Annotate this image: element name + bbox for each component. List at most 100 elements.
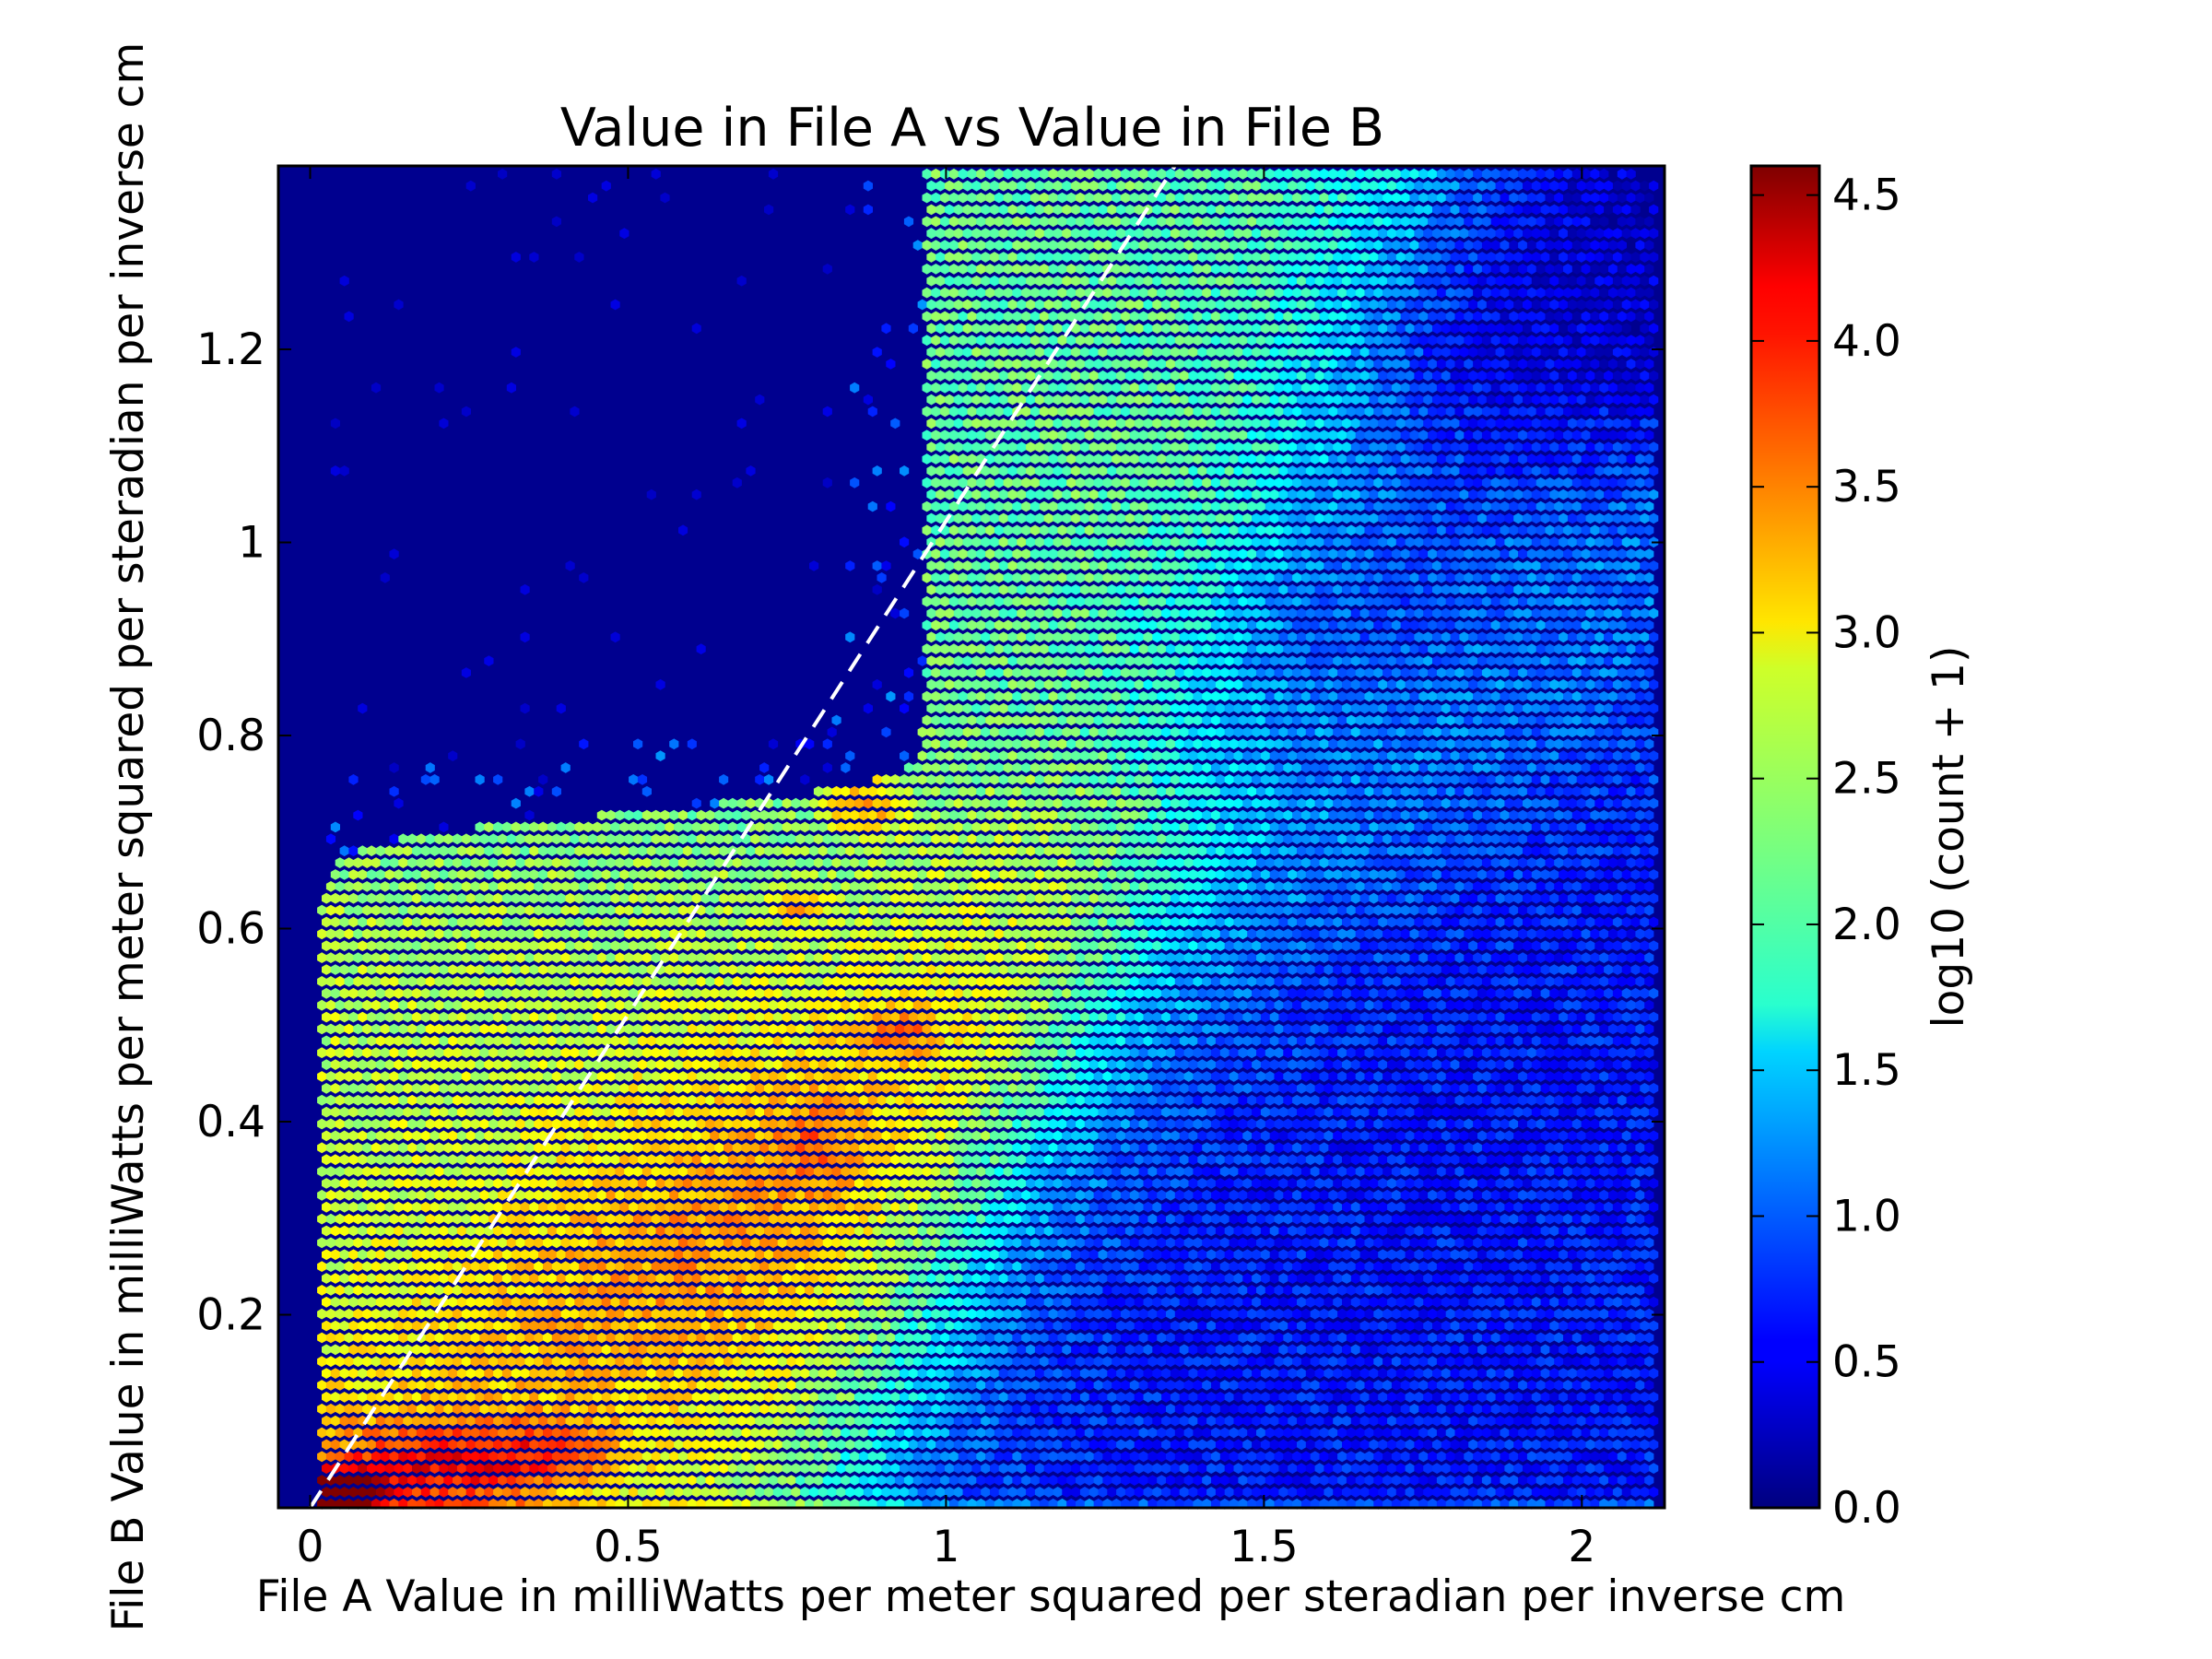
hexbin-cell bbox=[1166, 1451, 1176, 1463]
hexbin-cell bbox=[714, 1475, 724, 1486]
hexbin-cell bbox=[416, 1451, 426, 1463]
hexbin-cell bbox=[1395, 1487, 1406, 1498]
hexbin-cell bbox=[1112, 1475, 1122, 1486]
hexbin-cell bbox=[1274, 1475, 1284, 1486]
hexbin-cell bbox=[1215, 1487, 1226, 1498]
hexbin-cell bbox=[1202, 1451, 1212, 1463]
hexbin-cell bbox=[877, 1451, 887, 1463]
hexbin-cell bbox=[1053, 1463, 1063, 1474]
hexbin-cell bbox=[1617, 1475, 1627, 1486]
hexbin-cell bbox=[877, 1427, 887, 1439]
hexbin-cell bbox=[579, 1475, 589, 1486]
hexbin-cell bbox=[619, 1439, 629, 1451]
hexbin-cell bbox=[998, 1463, 1008, 1474]
hexbin-cell bbox=[881, 1463, 891, 1474]
hexbin-cell bbox=[1188, 1439, 1198, 1451]
hexbin-cell bbox=[858, 1427, 869, 1439]
hexbin-cell bbox=[1057, 1475, 1067, 1486]
hexbin-cell bbox=[583, 1439, 594, 1451]
hexbin-cell bbox=[389, 1451, 399, 1463]
hexbin-cell bbox=[724, 1427, 734, 1439]
hexbin-cell bbox=[1626, 1451, 1636, 1463]
hexbin-cell bbox=[813, 1451, 824, 1463]
hexbin-cell bbox=[1490, 1451, 1500, 1463]
hexbin-cell bbox=[1513, 1487, 1524, 1498]
hexbin-cell bbox=[439, 1439, 449, 1451]
hexbin-cell bbox=[1477, 1487, 1488, 1498]
hexbin-cell bbox=[1297, 1463, 1307, 1474]
hexbin-cell bbox=[470, 1475, 480, 1486]
hexbin-cell bbox=[1545, 1475, 1555, 1486]
hexbin-cell bbox=[330, 1439, 340, 1451]
hexbin-cell bbox=[863, 1463, 873, 1474]
hexbin-cell bbox=[543, 1451, 553, 1463]
hexbin-cell bbox=[863, 1439, 873, 1451]
hexbin-cell bbox=[958, 1451, 968, 1463]
hexbin-cell bbox=[1612, 1487, 1623, 1498]
hexbin-cell bbox=[339, 1463, 349, 1474]
hexbin-cell bbox=[1048, 1427, 1058, 1439]
hexbin-cell bbox=[1473, 1475, 1483, 1486]
hexbin-cell bbox=[1102, 1475, 1112, 1486]
hexbin-cell bbox=[1531, 1463, 1541, 1474]
hexbin-cell bbox=[836, 1463, 846, 1474]
hexbin-cell bbox=[358, 1463, 368, 1474]
hexbin-cell bbox=[588, 1475, 598, 1486]
hexbin-cell bbox=[1129, 1451, 1139, 1463]
hexbin-cell bbox=[1554, 1475, 1564, 1486]
hexbin-cell bbox=[1238, 1475, 1248, 1486]
hexbin-cell bbox=[637, 1463, 648, 1474]
hexbin-cell bbox=[1418, 1475, 1429, 1486]
hexbin-cell bbox=[805, 1451, 815, 1463]
hexbin-cell bbox=[1152, 1487, 1162, 1498]
hexbin-cell bbox=[596, 1451, 606, 1463]
hexbin-cell bbox=[1649, 1463, 1659, 1474]
hexbin-cell bbox=[953, 1439, 963, 1451]
hexbin-cell bbox=[1017, 1439, 1027, 1451]
hexbin-cell bbox=[353, 1451, 363, 1463]
hexbin-cell bbox=[1179, 1439, 1189, 1451]
hexbin-cell bbox=[1179, 1487, 1189, 1498]
hexbin-cell bbox=[547, 1463, 558, 1474]
hexbin-cell bbox=[945, 1463, 955, 1474]
hexbin-cell bbox=[1590, 1451, 1600, 1463]
hexbin-cell bbox=[724, 1475, 734, 1486]
hexbin-cell bbox=[371, 1451, 382, 1463]
hexbin-cell bbox=[736, 1439, 747, 1451]
hexbin-cell bbox=[1324, 1463, 1334, 1474]
hexbin-cell bbox=[1540, 1463, 1550, 1474]
hexbin-cell bbox=[1179, 1463, 1189, 1474]
hexbin-cell bbox=[493, 1463, 503, 1474]
hexbin-cell bbox=[1490, 1475, 1500, 1486]
hexbin-cell bbox=[831, 1427, 841, 1439]
hexbin-cell bbox=[1057, 1427, 1067, 1439]
hexbin-cell bbox=[1441, 1487, 1451, 1498]
hexbin-cell bbox=[335, 1475, 345, 1486]
hexbin-cell bbox=[529, 1463, 539, 1474]
hexbin-cell bbox=[1193, 1475, 1203, 1486]
hexbin-cell bbox=[1116, 1439, 1126, 1451]
hexbin-cell bbox=[777, 1475, 787, 1486]
hexbin-cell bbox=[867, 1427, 877, 1439]
hexbin-cell bbox=[1088, 1439, 1099, 1451]
hexbin-cell bbox=[384, 1463, 394, 1474]
hexbin-cell bbox=[646, 1487, 656, 1498]
hexbin-cell bbox=[506, 1475, 516, 1486]
hexbin-cell bbox=[786, 1475, 796, 1486]
hexbin-cell bbox=[1247, 1475, 1257, 1486]
hexbin-cell bbox=[371, 1427, 382, 1439]
hexbin-cell bbox=[1088, 1463, 1099, 1474]
hexbin-cell bbox=[1043, 1487, 1053, 1498]
hexbin-cell bbox=[448, 1439, 458, 1451]
hexbin-cell bbox=[465, 1439, 476, 1451]
hexbin-cell bbox=[1459, 1463, 1469, 1474]
hexbin-cell bbox=[727, 1463, 737, 1474]
hexbin-cell bbox=[1559, 1439, 1569, 1451]
hexbin-cell bbox=[1594, 1487, 1605, 1498]
hexbin-cell bbox=[629, 1439, 639, 1451]
hexbin-cell bbox=[962, 1463, 972, 1474]
hexbin-cell bbox=[1423, 1439, 1433, 1451]
hexbin-cell bbox=[935, 1463, 946, 1474]
hexbin-cell bbox=[985, 1475, 995, 1486]
hexbin-cell bbox=[1265, 1475, 1275, 1486]
